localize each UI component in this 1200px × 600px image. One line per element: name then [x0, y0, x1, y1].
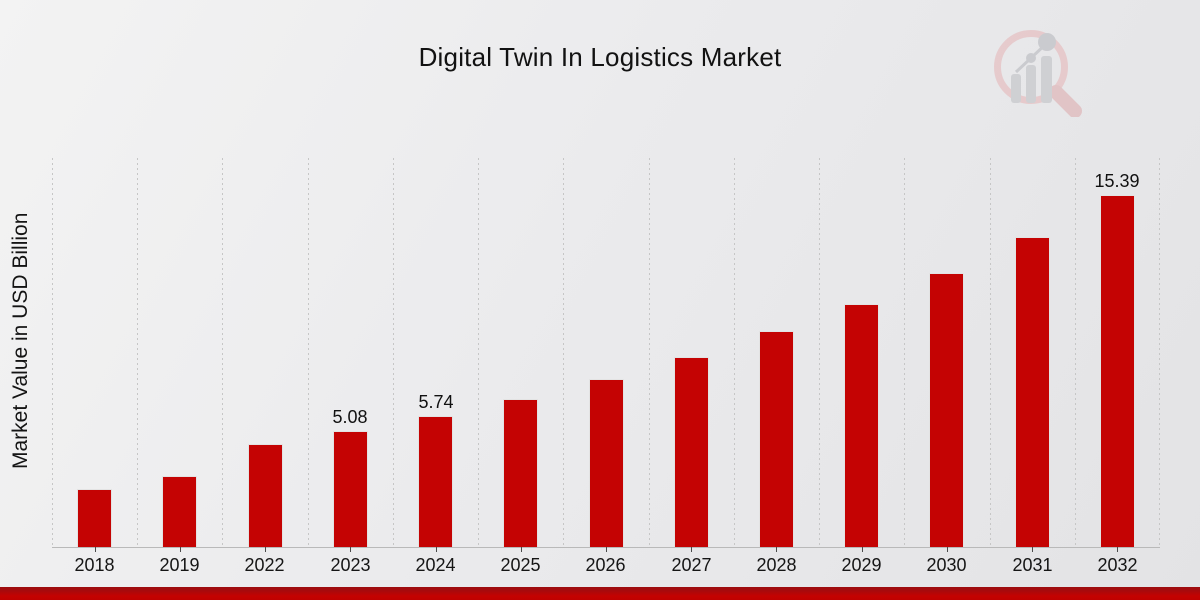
x-tick-label-2026: 2026 [585, 555, 626, 575]
gridline [393, 158, 394, 547]
bar-2023 [333, 431, 368, 547]
bar-2032 [1100, 195, 1135, 547]
x-tick-label-2029: 2029 [841, 555, 882, 575]
bar-2027 [674, 357, 709, 547]
x-tick-2031 [1032, 547, 1033, 552]
gridline [819, 158, 820, 547]
x-tick-2025 [521, 547, 522, 552]
gridline [649, 158, 650, 547]
bar-2028 [759, 331, 794, 547]
bar-2030 [929, 273, 964, 547]
footer-stripe [0, 587, 1200, 600]
gridline [52, 158, 53, 547]
gridline [478, 158, 479, 547]
x-tick-2018 [95, 547, 96, 552]
x-tick-2032 [1117, 547, 1118, 552]
market-research-future-logo-watermark [994, 30, 1082, 117]
x-tick-2030 [947, 547, 948, 552]
bar-2022 [248, 444, 283, 547]
bar-value-label-2032: 15.39 [1094, 171, 1140, 191]
logo-bar-short [1011, 74, 1021, 103]
logo-bar-tall [1041, 56, 1052, 103]
x-tick-label-2027: 2027 [671, 555, 712, 575]
gridline [1075, 158, 1076, 547]
chart-title: Digital Twin In Logistics Market [418, 42, 782, 72]
x-axis: 2018 2019 2022 2023 2024 2025 2026 2027 2028 2029… [52, 547, 1160, 577]
gridline [222, 158, 223, 547]
gridline [904, 158, 905, 547]
gridline [563, 158, 564, 547]
x-tick-label-2030: 2030 [926, 555, 967, 575]
x-tick-2027 [691, 547, 692, 552]
gridline [990, 158, 991, 547]
y-axis-label: Market Value in USD Billion [9, 212, 32, 469]
gridline [1159, 158, 1160, 547]
x-tick-2022 [265, 547, 266, 552]
x-tick-2028 [776, 547, 777, 552]
bar-value-label-2023: 5.08 [332, 407, 368, 427]
x-tick-2023 [350, 547, 351, 552]
gridline [308, 158, 309, 547]
x-tick-label-2025: 2025 [500, 555, 541, 575]
logo-bar-medium [1026, 65, 1036, 103]
bar-2031 [1015, 237, 1050, 547]
logo-magnifier-handle [1049, 85, 1082, 117]
gridline [734, 158, 735, 547]
x-tick-label-2028: 2028 [756, 555, 797, 575]
x-tick-label-2022: 2022 [244, 555, 285, 575]
bar-value-label-2024: 5.74 [418, 392, 454, 412]
x-tick-label-2018: 2018 [74, 555, 115, 575]
bar-2024 [418, 416, 453, 547]
bar-2018 [77, 489, 112, 547]
x-tick-2029 [862, 547, 863, 552]
plot-area: 5.08 5.74 15.39 [52, 158, 1160, 547]
x-tick-2019 [180, 547, 181, 552]
x-tick-label-2032: 2032 [1097, 555, 1138, 575]
x-tick-label-2024: 2024 [415, 555, 456, 575]
x-tick-2026 [606, 547, 607, 552]
bar-2029 [844, 304, 879, 547]
x-tick-2024 [436, 547, 437, 552]
logo-trend-dot-large [1038, 33, 1056, 51]
bar-2026 [589, 379, 624, 547]
logo-trend-dot-small [1026, 53, 1036, 63]
x-tick-label-2019: 2019 [159, 555, 200, 575]
bar-2025 [503, 399, 538, 547]
x-tick-label-2023: 2023 [330, 555, 371, 575]
bar-2019 [162, 476, 197, 547]
x-tick-label-2031: 2031 [1012, 555, 1053, 575]
gridline [137, 158, 138, 547]
